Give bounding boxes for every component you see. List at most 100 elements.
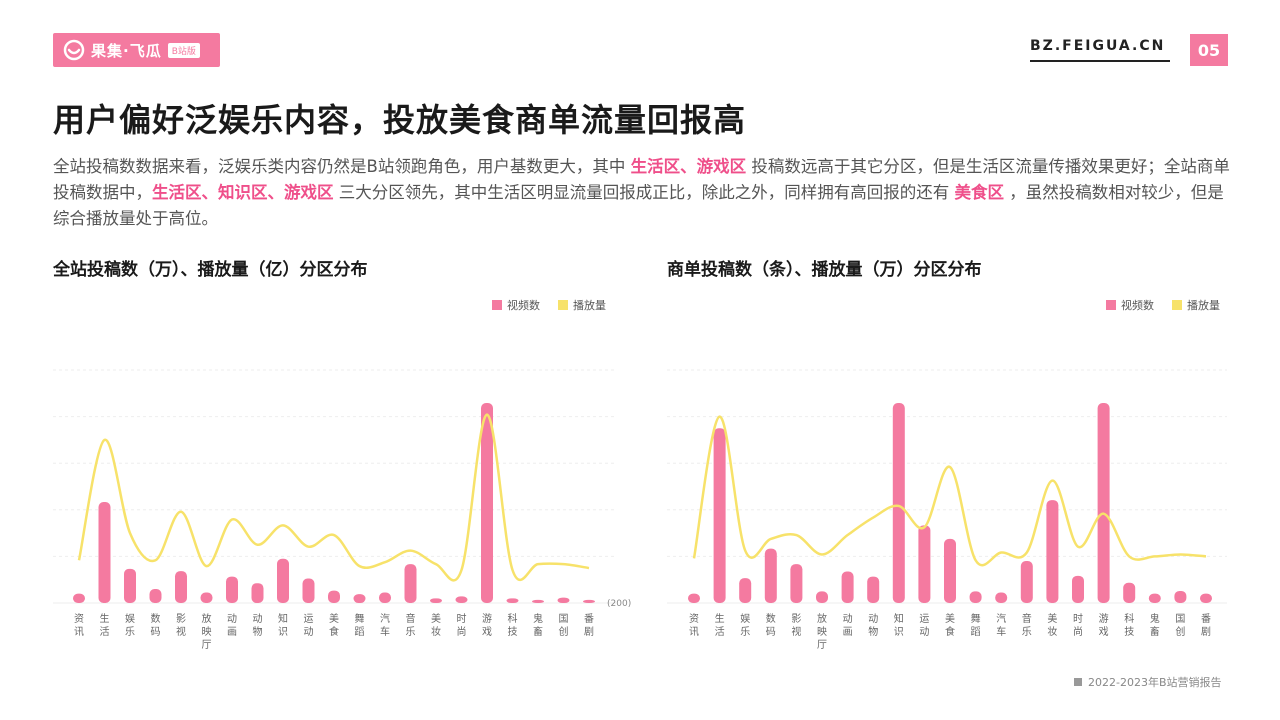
brand-logo: 果集·飞瓜 B站版: [53, 33, 220, 67]
x-tick-label: 生活: [100, 612, 110, 638]
x-tick-label: 鬼畜: [1150, 612, 1160, 638]
brand-name: 果集·飞瓜: [91, 41, 162, 60]
desc-text-1: 全站投稿数数据来看，泛娱乐类内容仍然是B站领跑角色，用户基数更大，其中: [53, 157, 626, 176]
bar-数码: [764, 548, 777, 603]
bar-番剧: [583, 599, 595, 603]
legend-item-plays: 播放量: [558, 297, 606, 313]
desc-highlight-3: 美食区: [954, 183, 1005, 202]
bar-影视: [175, 571, 187, 603]
bar-汽车: [995, 592, 1008, 603]
bar-动物: [867, 576, 880, 603]
footer-square-icon: [1074, 678, 1082, 686]
bar-数码: [149, 589, 162, 603]
x-tick-label: 动物: [868, 613, 878, 638]
site-url: BZ.FEIGUA.CN: [1030, 38, 1170, 62]
bar-音乐: [404, 564, 417, 603]
bar-运动: [918, 525, 931, 603]
bar-知识: [277, 558, 289, 603]
x-tick-label: 知识: [894, 612, 904, 638]
x-tick-label: 娱乐: [740, 612, 750, 638]
desc-text-3: 三大分区领先，其中生活区明显流量回报成正比，除此之外，同样拥有高回报的还有: [338, 183, 950, 202]
x-tick-label: 资讯: [74, 613, 84, 638]
bar-音乐: [1020, 561, 1033, 603]
legend-swatch-line: [558, 300, 568, 310]
x-tick-label: 国创: [1175, 613, 1185, 638]
x-tick-label: 汽车: [380, 612, 390, 638]
x-tick-label: 运动: [304, 613, 314, 638]
bar-美食: [944, 538, 956, 603]
x-tick-label: 影视: [791, 613, 801, 638]
page-number: 05: [1190, 34, 1228, 66]
x-tick-label: 美妆: [431, 612, 441, 638]
x-tick-label: 时尚: [1073, 613, 1083, 638]
x-tick-label: 动画: [227, 613, 237, 638]
bar-番剧: [1200, 593, 1212, 603]
bar-游戏: [481, 403, 493, 603]
bar-鬼畜: [532, 599, 544, 603]
x-tick-label: 科技: [508, 612, 518, 638]
bar-美妆: [1046, 500, 1059, 603]
x-tick-label: 时尚: [457, 613, 467, 638]
line-series-plays: [77, 413, 590, 582]
bar-娱乐: [739, 578, 752, 603]
x-tick-label: 知识: [278, 612, 288, 638]
bar-美妆: [430, 598, 442, 603]
legend-item-videos: 视频数: [492, 297, 540, 313]
x-tick-label: 放映厅: [202, 612, 212, 651]
legend-swatch-line: [1172, 300, 1182, 310]
legend-label: 播放量: [573, 299, 606, 312]
legend-item-videos: 视频数: [1106, 297, 1154, 313]
bar-影视: [790, 564, 803, 603]
bar-国创: [1174, 590, 1187, 603]
bar-资讯: [688, 593, 700, 603]
x-tick-label: 音乐: [1022, 612, 1032, 638]
x-tick-label: 游戏: [482, 612, 492, 638]
legend-label: 视频数: [507, 299, 540, 312]
bar-动画: [226, 576, 238, 603]
x-tick-label: 美妆: [1047, 612, 1057, 638]
bar-美食: [328, 590, 340, 603]
desc-highlight-1: 生活区、游戏区: [630, 157, 747, 176]
legend-item-plays: 播放量: [1172, 297, 1220, 313]
chart-2-title: 商单投稿数（条）、播放量（万）分区分布: [667, 260, 982, 280]
line-series-plays: [692, 415, 1207, 567]
legend-swatch-bar: [492, 300, 502, 310]
bar-汽车: [379, 592, 391, 603]
x-tick-label: 美食: [945, 612, 955, 638]
bar-鬼畜: [1148, 593, 1161, 603]
bar-科技: [1123, 582, 1136, 603]
x-tick-label: 汽车: [996, 612, 1006, 638]
bar-资讯: [73, 593, 85, 603]
x-tick-label: 数码: [151, 612, 161, 638]
chart-2-legend: 视频数 播放量: [1106, 297, 1220, 313]
x-tick-label: 舞蹈: [355, 613, 365, 638]
x-tick-label: 游戏: [1099, 612, 1109, 638]
desc-text-2: 投稿数远高于其它分区，但是生活区流量传播效果更好；全站商单投稿数据中，: [53, 157, 1230, 202]
bar-知识: [892, 403, 905, 603]
x-tick-label: 鬼畜: [533, 612, 543, 638]
x-tick-label: 影视: [176, 613, 186, 638]
bar-动物: [251, 583, 264, 603]
bar-娱乐: [124, 568, 136, 603]
legend-swatch-bar: [1106, 300, 1116, 310]
x-tick-label: 动物: [253, 613, 263, 638]
x-tick-label: 娱乐: [125, 612, 135, 638]
bar-舞蹈: [353, 594, 366, 603]
bar-国创: [557, 597, 570, 603]
x-tick-label: 番剧: [1201, 613, 1211, 638]
bar-放映厅: [816, 591, 828, 603]
x-tick-label: 放映厅: [817, 612, 827, 651]
chart-1-legend: 视频数 播放量: [492, 297, 606, 313]
legend-label: 播放量: [1187, 299, 1220, 312]
bar-舞蹈: [969, 591, 982, 603]
footer: 2022-2023年B站营销报告: [1074, 674, 1222, 690]
bar-时尚: [1072, 575, 1084, 603]
x-tick-label: 音乐: [406, 612, 416, 638]
x-tick-label: 生活: [715, 612, 725, 638]
x-tick-label: 运动: [919, 613, 929, 638]
brand-badge: B站版: [167, 42, 200, 58]
bar-游戏: [1097, 403, 1110, 603]
smile-logo-icon: [63, 39, 85, 61]
